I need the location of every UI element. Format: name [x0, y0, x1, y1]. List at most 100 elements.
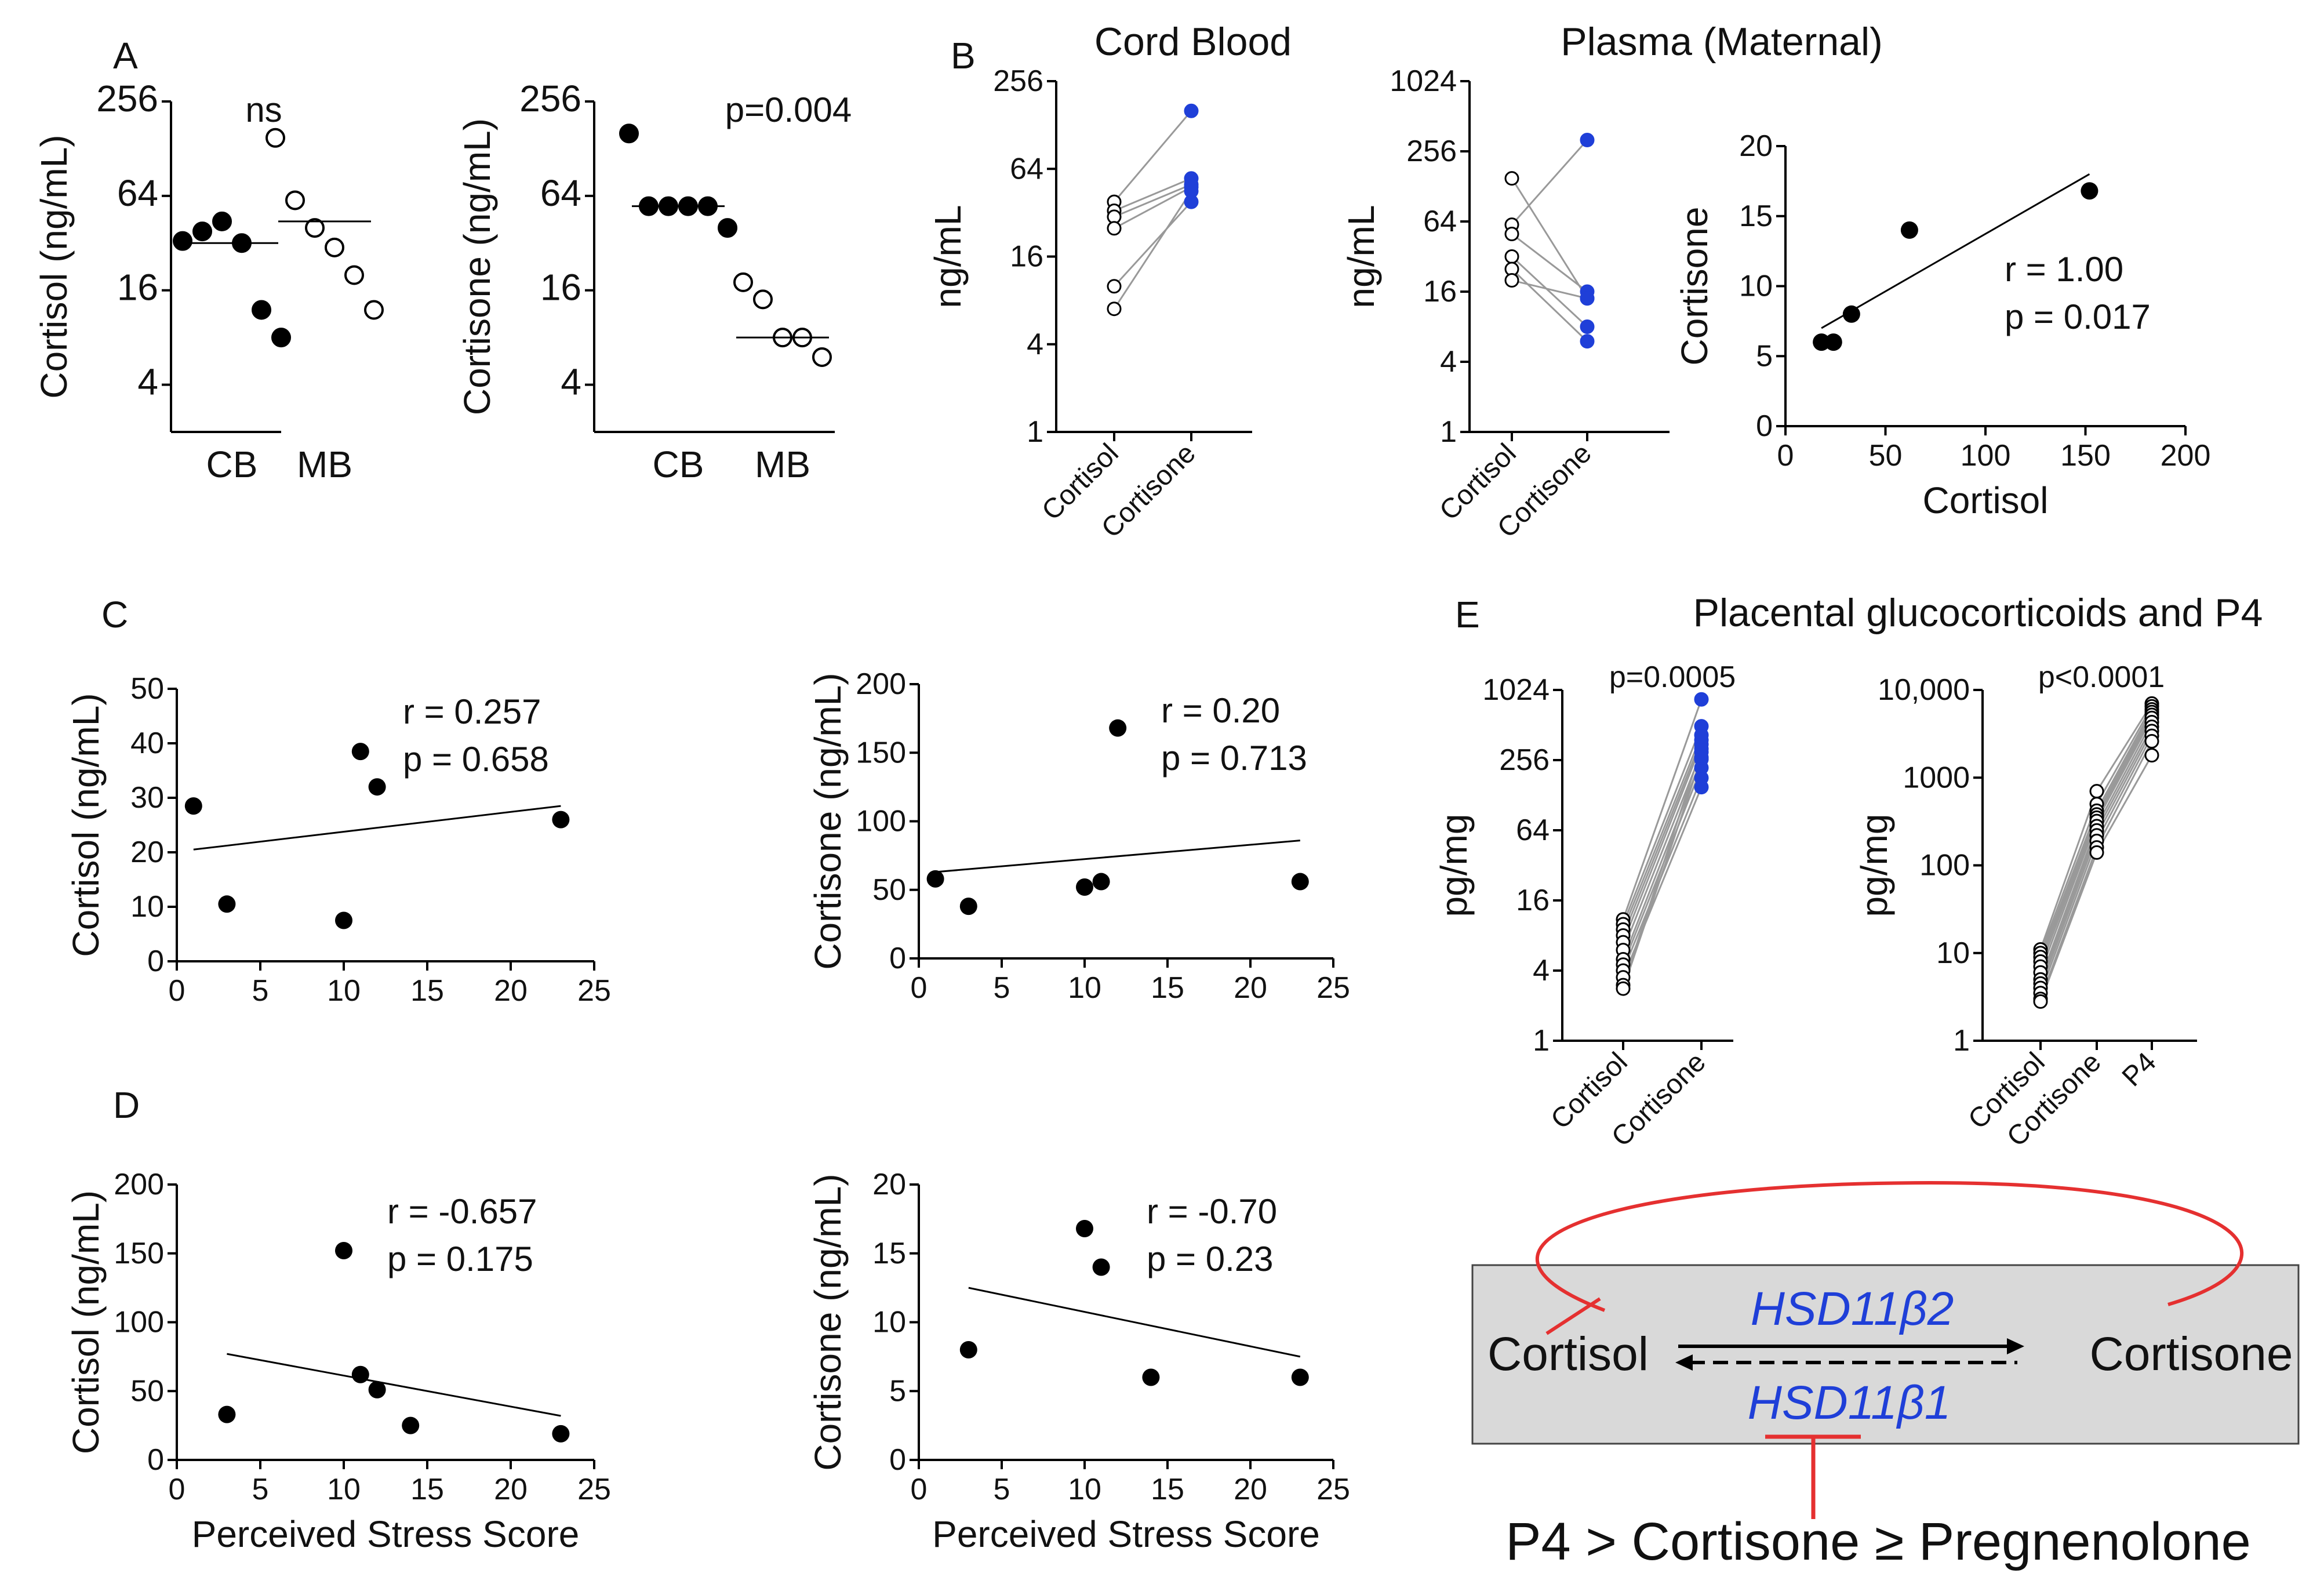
x-tick-label: 50: [1869, 439, 1903, 473]
pair-line: [2096, 735, 2153, 842]
y-tick-label: 0: [889, 1443, 906, 1477]
data-point: [1504, 227, 1519, 242]
x-tick-label: 10: [1068, 971, 1101, 1005]
x-tick-label: 5: [994, 971, 1010, 1005]
y-tick-label: 50: [130, 1374, 164, 1408]
data-point: [2144, 748, 2159, 763]
y-tick-label: 16: [117, 267, 158, 308]
data-point: [285, 190, 305, 210]
y-tick-label: 64: [1423, 205, 1457, 238]
pair-line: [2039, 810, 2098, 958]
data-point: [2089, 845, 2104, 860]
pair-line: [2039, 820, 2098, 973]
significance-label: p<0.0001: [2038, 660, 2165, 694]
y-tick-label: 100: [856, 805, 906, 838]
y-axis-label: ng/mL: [927, 205, 969, 308]
y-tick-label: 1: [1027, 415, 1043, 449]
x-tick-label: 15: [1151, 1473, 1184, 1506]
data-point: [1107, 221, 1122, 236]
regression-line: [1821, 173, 2090, 329]
title-placental: Placental glucocorticoids and P4: [1693, 591, 2263, 635]
data-point: [959, 1341, 977, 1358]
pair-line: [2039, 817, 2098, 967]
arrow-forward-head: [2007, 1338, 2024, 1354]
pair-line: [1113, 201, 1192, 287]
data-point: [335, 1242, 352, 1259]
data-point: [1694, 750, 1709, 765]
pair-line: [2096, 731, 2153, 836]
y-axis-label: ng/mL: [1340, 205, 1382, 308]
data-point: [1580, 319, 1595, 334]
y-axis-label: pg/mg: [1433, 814, 1475, 917]
data-point: [1842, 305, 1860, 323]
pair-line: [2039, 852, 2098, 1002]
y-tick-label: 200: [856, 667, 906, 701]
y-tick-label: 100: [114, 1306, 164, 1339]
data-point: [1504, 249, 1519, 264]
y-axis-label: Cortisol (ng/mL): [33, 135, 75, 398]
pair-line: [2039, 826, 2098, 980]
data-point: [212, 211, 232, 231]
pair-line: [1114, 183, 1192, 218]
regression-line: [935, 840, 1300, 873]
diagram-cortisol: Cortisol: [1487, 1328, 1649, 1380]
x-tick-label: 0: [911, 1473, 928, 1506]
enzyme-hsd11b1: HSD11β1: [1748, 1376, 1951, 1429]
pair-line: [1114, 177, 1192, 212]
y-axis-label: Cortisone (ng/mL): [807, 673, 849, 969]
category-label: MB: [755, 444, 810, 485]
pair-line: [2096, 726, 2153, 831]
data-point: [1109, 719, 1127, 737]
y-tick-label: 1: [1533, 1024, 1550, 1058]
data-point: [1900, 221, 1918, 239]
x-tick-label: 15: [410, 974, 444, 1008]
y-tick-label: 0: [147, 1443, 164, 1477]
data-point: [1107, 279, 1122, 294]
inhibition-arc: [1536, 1180, 2244, 1312]
y-tick-label: 16: [1010, 240, 1043, 274]
data-point: [173, 231, 192, 251]
data-point: [1076, 878, 1093, 896]
x-tick-label: 5: [994, 1473, 1010, 1506]
x-tick-label: 25: [577, 1473, 611, 1506]
mechanism-diagram: Cortisol Cortisone HSD11β2 HSD11β1 P4 > …: [1471, 1180, 2300, 1571]
pair-line: [1511, 233, 1588, 293]
pair-line: [1622, 735, 1703, 930]
pair-line: [1113, 190, 1192, 310]
y-tick-label: 10: [1936, 936, 1970, 970]
data-point: [351, 743, 369, 761]
diagram-cortisone: Cortisone: [2090, 1328, 2293, 1380]
pair-line: [2039, 804, 2098, 954]
pair-line: [2096, 703, 2153, 792]
x-tick-label: 200: [2161, 439, 2211, 473]
x-tick-label: 20: [1234, 1473, 1267, 1506]
pair-line: [1622, 751, 1703, 951]
stat-label: r = -0.70: [1147, 1192, 1277, 1231]
data-point: [1504, 171, 1519, 186]
y-tick-label: 1000: [1903, 761, 1970, 794]
x-tick-label: 5: [252, 974, 269, 1008]
data-point: [305, 218, 325, 238]
pair-line: [1622, 759, 1703, 960]
y-axis-label: Cortisone (ng/mL): [807, 1174, 849, 1470]
data-point: [364, 300, 384, 320]
y-tick-label: 10: [872, 1306, 906, 1339]
pair-line: [2039, 847, 2098, 1000]
y-tick-label: 64: [1516, 813, 1550, 847]
y-tick-label: 0: [147, 944, 164, 978]
pair-line: [2039, 814, 2098, 962]
data-point: [368, 1380, 386, 1398]
pair-line: [1622, 757, 1703, 989]
data-point: [1291, 1368, 1309, 1386]
y-tick-label: 256: [993, 64, 1043, 98]
y-tick-label: 64: [117, 172, 158, 214]
stat-label: p = 0.175: [387, 1240, 533, 1278]
stat-label: p = 0.23: [1147, 1240, 1274, 1278]
pair-line: [1511, 268, 1588, 342]
arrow-backward-head: [1675, 1354, 1693, 1371]
data-point: [1813, 333, 1831, 351]
x-tick-label: 10: [327, 974, 361, 1008]
diagram-box: [1471, 1264, 2300, 1445]
x-tick-label: 10: [327, 1473, 361, 1506]
